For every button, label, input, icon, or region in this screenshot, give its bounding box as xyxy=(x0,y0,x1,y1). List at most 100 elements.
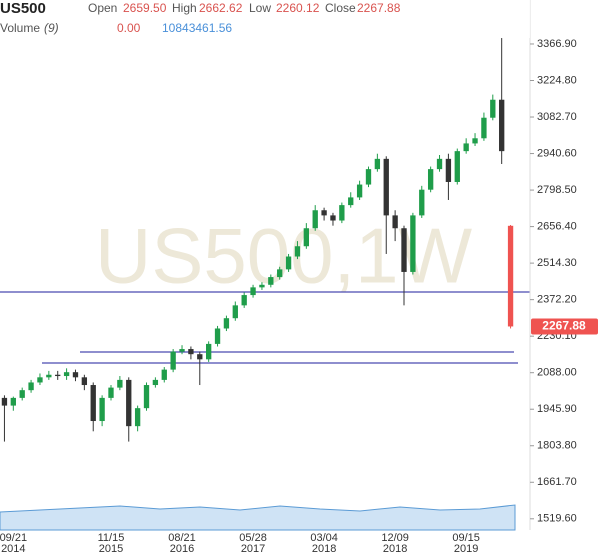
candle-body xyxy=(117,379,123,388)
candle-body xyxy=(463,143,469,152)
x-tick-label: 2019 xyxy=(454,543,478,555)
y-tick-label: 3366.90 xyxy=(537,38,577,50)
candle-body xyxy=(436,158,443,170)
y-tick-label: 3082.70 xyxy=(537,111,577,123)
candle-body xyxy=(321,210,327,216)
value: 2662.62 xyxy=(199,1,243,15)
y-tick-label: 1803.80 xyxy=(537,440,577,452)
x-tick-label: 2016 xyxy=(170,543,194,555)
candle-body xyxy=(134,408,141,427)
candle-body xyxy=(81,377,88,386)
x-tick-label: 09/21 xyxy=(0,532,27,544)
candle-body xyxy=(356,184,363,198)
candle-body xyxy=(179,349,185,352)
value: 2659.50 xyxy=(123,1,167,15)
symbol: US500 xyxy=(0,0,46,17)
candle-body xyxy=(419,189,425,216)
price-label: 2267.88 xyxy=(542,319,586,333)
y-tick-label: 2656.40 xyxy=(537,221,577,233)
candle-body xyxy=(507,225,514,327)
candle-body xyxy=(285,256,292,270)
candle-body xyxy=(214,328,221,344)
candle-body xyxy=(99,397,105,422)
candle-body xyxy=(55,374,61,377)
candle-body xyxy=(46,374,52,378)
candle-body xyxy=(277,269,283,278)
candle-body xyxy=(268,277,274,285)
candle-body xyxy=(63,372,70,377)
candle-body xyxy=(472,138,478,144)
label: (9) xyxy=(44,21,59,35)
y-tick-label: 3224.80 xyxy=(537,74,577,86)
x-tick-label: 2017 xyxy=(241,543,265,555)
candle-body xyxy=(126,379,132,427)
candle-body xyxy=(401,228,407,272)
label: High xyxy=(172,1,197,15)
candle-body xyxy=(499,99,505,152)
x-tick-label: 12/09 xyxy=(381,532,409,544)
label: Low xyxy=(249,1,271,15)
y-tick-label: 1661.70 xyxy=(537,476,577,488)
header-bg xyxy=(0,0,530,38)
candle-body xyxy=(303,228,309,247)
x-tick-label: 2018 xyxy=(383,543,407,555)
candle-body xyxy=(28,382,34,391)
candle-body xyxy=(232,305,238,319)
candle-body xyxy=(490,99,496,118)
candle-body xyxy=(365,169,372,185)
candle-body xyxy=(259,284,265,288)
candle-body xyxy=(374,158,381,170)
candle-body xyxy=(383,158,389,216)
candle-body xyxy=(188,349,194,355)
x-tick-label: 05/28 xyxy=(239,532,267,544)
x-tick-label: 2015 xyxy=(99,543,123,555)
x-tick-label: 2018 xyxy=(312,543,336,555)
candle-body xyxy=(152,379,159,386)
candle-body xyxy=(294,246,301,257)
y-tick-label: 1945.90 xyxy=(537,403,577,415)
candle-body xyxy=(223,318,230,329)
candle-body xyxy=(454,151,460,182)
candle-body xyxy=(330,215,336,221)
candle-body xyxy=(339,205,345,221)
y-tick-label: 2088.00 xyxy=(537,367,577,379)
candle-body xyxy=(161,369,167,380)
candle-body xyxy=(348,197,354,206)
y-tick-label: 1519.60 xyxy=(537,513,577,525)
candle-body xyxy=(108,387,114,398)
candle-body xyxy=(90,385,96,422)
x-tick-label: 08/21 xyxy=(168,532,196,544)
candle-body xyxy=(170,351,176,370)
x-tick-label: 09/15 xyxy=(452,532,480,544)
candle-body xyxy=(392,215,398,229)
volume-area xyxy=(0,504,516,531)
y-tick-label: 2514.30 xyxy=(537,257,577,269)
watermark: US500,1W xyxy=(95,212,473,300)
y-tick-label: 2798.50 xyxy=(537,184,577,196)
candle-body xyxy=(10,397,16,406)
candle-body xyxy=(143,385,150,409)
candle-body xyxy=(1,397,8,406)
x-tick-label: 03/04 xyxy=(310,532,338,544)
value: 2260.12 xyxy=(276,1,320,15)
candle-body xyxy=(19,390,25,398)
candle-body xyxy=(481,117,487,139)
y-tick-label: 2372.20 xyxy=(537,294,577,306)
y-tick-label: 2940.60 xyxy=(537,147,577,159)
x-tick-label: 2014 xyxy=(1,543,25,555)
candle-body xyxy=(427,169,434,190)
candle-body xyxy=(241,295,247,306)
candle-body xyxy=(410,215,416,272)
candle-body xyxy=(250,287,256,296)
label: Volume xyxy=(0,21,40,35)
candle-body xyxy=(197,354,203,360)
label: Close xyxy=(325,1,356,15)
value: 2267.88 xyxy=(357,1,401,15)
value: 0.00 xyxy=(117,21,141,35)
candle-body xyxy=(206,343,212,360)
candle-body xyxy=(37,377,43,383)
label: Open xyxy=(88,1,117,15)
value: 10843461.56 xyxy=(162,21,232,35)
